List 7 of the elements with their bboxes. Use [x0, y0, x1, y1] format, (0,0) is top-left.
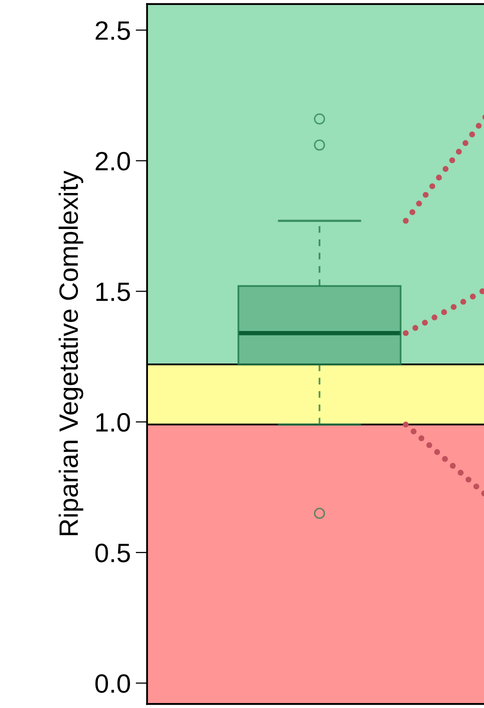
- y-tick-label: 1.5: [96, 282, 130, 302]
- y-tick-label: 2.5: [96, 21, 130, 40]
- y-tick-label: 2.0: [96, 152, 130, 171]
- y-axis-title: Riparian Vegetative Complexity: [58, 170, 84, 536]
- y-tick-label: 1.0: [96, 413, 130, 432]
- y-tick-label: 0.0: [95, 674, 130, 693]
- y-tick-label: 0.5: [95, 544, 130, 562]
